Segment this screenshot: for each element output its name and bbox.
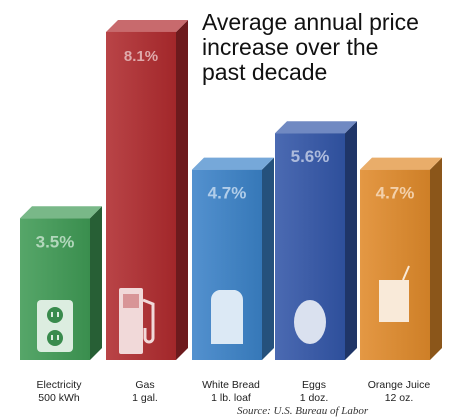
bar-value-label: 4.7%: [208, 184, 247, 203]
category-label: 500 kWh: [38, 392, 80, 404]
category-label: Orange Juice: [368, 379, 431, 391]
category-label: Gas: [135, 379, 154, 391]
category-label: 12 oz.: [385, 392, 414, 404]
category-label: Electricity: [37, 379, 83, 391]
chart-title: Average annual price increase over the p…: [202, 10, 452, 85]
bar-juice: 4.7%: [360, 157, 442, 360]
juice-box-icon: [379, 265, 410, 322]
bar-electricity: 3.5%: [20, 206, 102, 360]
chart-title-line-2: increase over the: [202, 34, 379, 60]
bar-side: [176, 19, 188, 360]
egg-icon: [294, 300, 326, 344]
bar-bread: 4.7%: [192, 157, 274, 360]
bar-top: [106, 19, 188, 32]
category-label: 1 lb. loaf: [211, 392, 251, 404]
bar-gas: 8.1%: [106, 19, 188, 360]
bread-icon: [210, 290, 244, 344]
bar-value-label: 3.5%: [36, 232, 75, 251]
bar-top: [20, 206, 102, 219]
bar-top: [192, 157, 274, 170]
category-label: Eggs: [302, 379, 326, 391]
bar-side: [345, 121, 357, 360]
bar-side: [90, 206, 102, 360]
category-label: 1 doz.: [300, 392, 329, 404]
chart-title-line-3: past decade: [202, 59, 328, 85]
chart-title-line-1: Average annual price: [202, 9, 419, 35]
outlet-icon: [37, 300, 73, 352]
source-note: Source: U.S. Bureau of Labor: [237, 405, 369, 417]
bar-side: [430, 157, 442, 360]
bar-value-label: 8.1%: [124, 48, 158, 65]
bar-side: [262, 157, 274, 360]
bar-top: [360, 157, 442, 170]
bar-eggs: 5.6%: [275, 121, 357, 360]
bar-value-label: 5.6%: [291, 147, 330, 166]
bar-value-label: 4.7%: [376, 184, 415, 203]
bar-front: [360, 169, 430, 360]
category-label: White Bread: [202, 379, 260, 391]
category-label: 1 gal.: [132, 392, 158, 404]
gas-pump-icon: [119, 288, 155, 354]
bar-top: [275, 121, 357, 134]
